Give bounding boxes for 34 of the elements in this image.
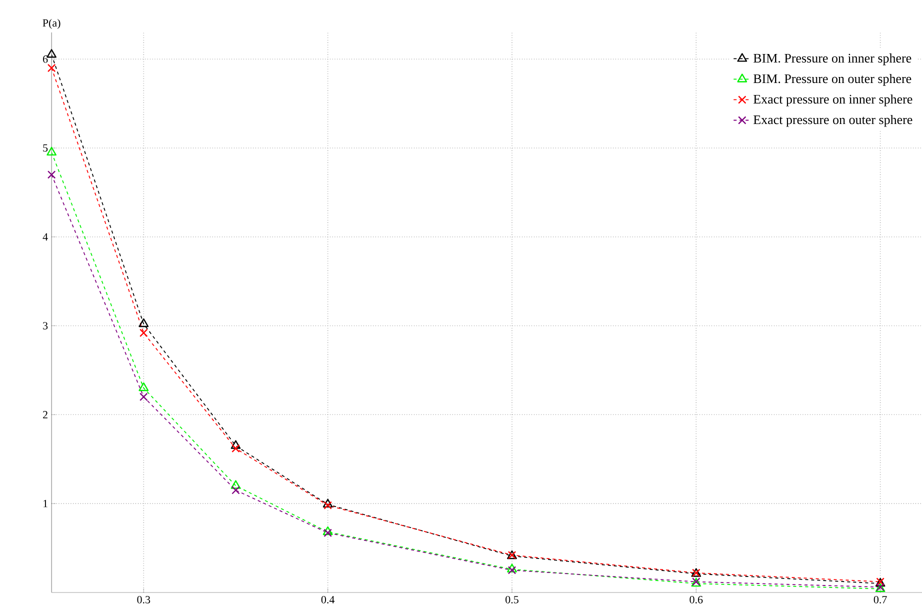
point (232, 444, 240, 453)
x-tick-label: 0.7 (874, 596, 887, 604)
point (324, 501, 332, 510)
y-axis-title: P(a) (42, 18, 60, 29)
legend-label: BIM. Pressure on inner sphere (754, 53, 912, 66)
point (324, 528, 332, 538)
y-tick-label: 6 (43, 55, 48, 63)
y-tick-label: 2 (43, 411, 48, 418)
point (322, 526, 333, 536)
point (47, 64, 56, 72)
point (47, 170, 56, 179)
x-tick-label: 0.4 (321, 596, 335, 604)
y-tick-label: 5 (43, 144, 48, 152)
point (322, 498, 333, 508)
y-tick-label: 4 (42, 233, 48, 240)
legend-label: Exact pressure on outer sphere (754, 114, 912, 127)
point (508, 566, 516, 574)
x-tick-label: 0.3 (137, 596, 150, 604)
point (140, 392, 148, 402)
point (507, 564, 517, 572)
point (138, 382, 149, 392)
point (230, 440, 241, 449)
point (46, 146, 56, 156)
y-tick-label: 3 (43, 322, 48, 330)
point (230, 480, 241, 489)
x-tick-label: 0.6 (690, 596, 703, 604)
point (232, 486, 240, 494)
point (140, 328, 148, 338)
legend-label: Exact pressure on inner sphere (754, 94, 912, 106)
point (46, 49, 56, 58)
legend-label: BIM. Pressure on outer sphere (754, 74, 912, 86)
point (138, 318, 149, 328)
y-tick-label: 1 (44, 500, 48, 508)
x-tick-label: 0.5 (506, 596, 518, 604)
